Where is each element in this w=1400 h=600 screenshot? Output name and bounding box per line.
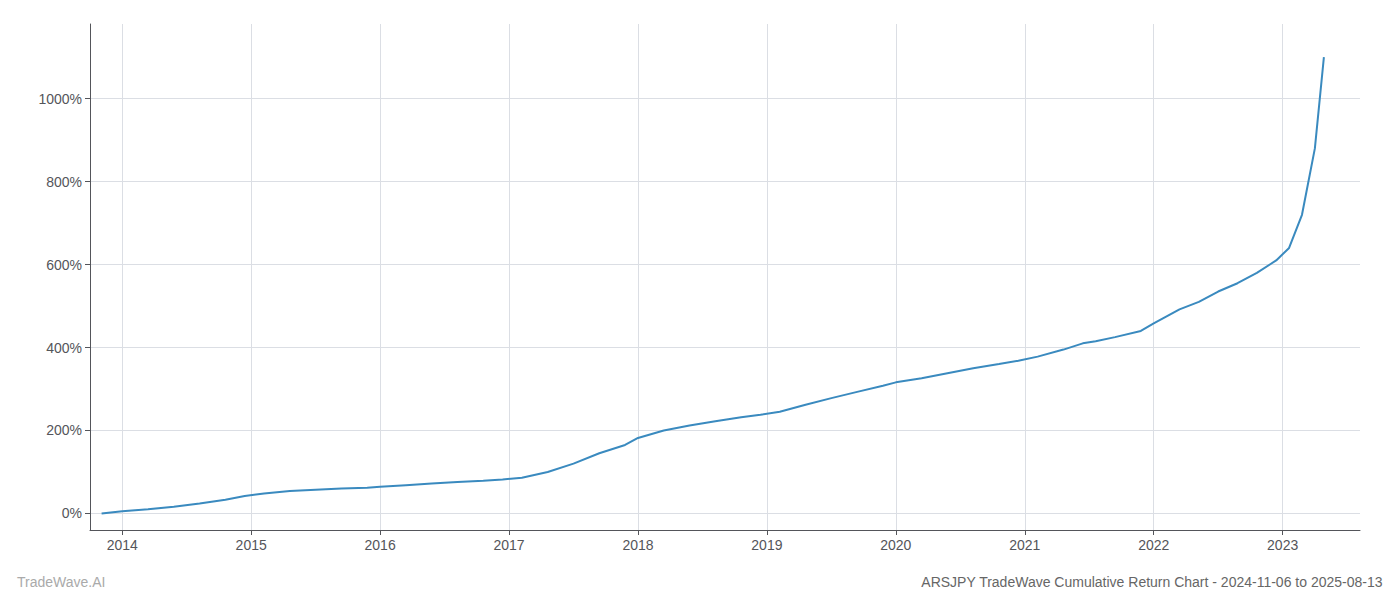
svg-text:TradeWave.AI: TradeWave.AI <box>17 574 105 590</box>
svg-text:2014: 2014 <box>107 537 138 553</box>
svg-text:2022: 2022 <box>1138 537 1169 553</box>
svg-text:2021: 2021 <box>1009 537 1040 553</box>
svg-text:1000%: 1000% <box>38 91 82 107</box>
svg-text:600%: 600% <box>46 257 82 273</box>
svg-text:2016: 2016 <box>365 537 396 553</box>
svg-text:ARSJPY TradeWave Cumulative Re: ARSJPY TradeWave Cumulative Return Chart… <box>921 574 1382 590</box>
svg-text:2018: 2018 <box>622 537 653 553</box>
svg-text:2017: 2017 <box>493 537 524 553</box>
svg-text:400%: 400% <box>46 340 82 356</box>
svg-text:2020: 2020 <box>880 537 911 553</box>
svg-text:2019: 2019 <box>751 537 782 553</box>
svg-text:200%: 200% <box>46 422 82 438</box>
svg-text:800%: 800% <box>46 174 82 190</box>
svg-text:2023: 2023 <box>1267 537 1298 553</box>
svg-text:0%: 0% <box>62 505 82 521</box>
svg-text:2015: 2015 <box>236 537 267 553</box>
